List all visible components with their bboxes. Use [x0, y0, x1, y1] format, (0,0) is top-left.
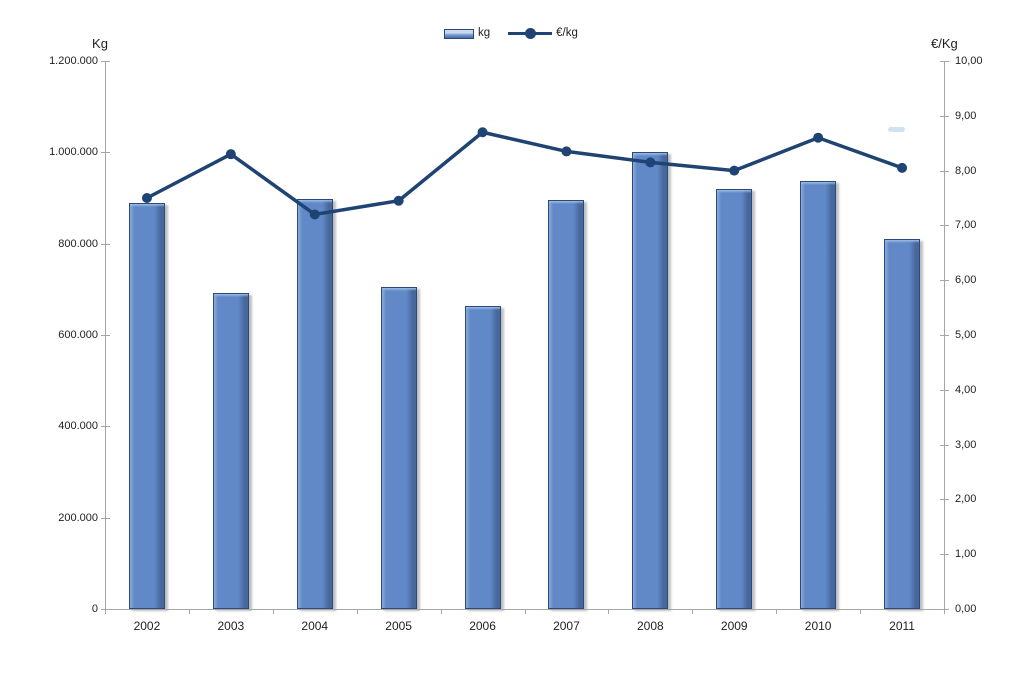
left-axis-tick-label-4: 800.000: [58, 237, 98, 250]
x-axis-label-2009: 2009: [720, 619, 748, 633]
right-axis-tick-5: [940, 335, 949, 336]
bar-2006: [464, 305, 501, 609]
right-axis-tick-label-7: 7,00: [955, 219, 977, 232]
stray-highlight-artifact: [888, 127, 905, 132]
left-axis-tick-label-3: 600.000: [58, 329, 98, 341]
x-axis-label-2011: 2011: [889, 619, 915, 633]
right-axis-tick-6: [940, 280, 949, 282]
right-axis-tick-label-4: 4,00: [955, 383, 977, 396]
x-axis-tick-5: [524, 610, 526, 614]
bar-2004: [296, 199, 333, 609]
x-axis-label-2007: 2007: [553, 619, 580, 633]
bar-2011: [884, 239, 921, 609]
left-axis-title: Kg: [92, 36, 108, 51]
right-axis-tick-label-2: 2,00: [955, 493, 977, 506]
left-axis-tick-label-1: 200.000: [58, 511, 98, 524]
x-axis-tick-1: [188, 610, 190, 614]
line-series-swatch-icon: [508, 28, 553, 39]
bar-2005: [380, 286, 417, 609]
legend-item-eur-per-kg: €/kg: [508, 27, 578, 39]
legend-label-kg: kg: [478, 27, 491, 39]
left-axis-tick-label-2: 400.000: [58, 420, 98, 433]
right-axis-tick-label-8: 8,00: [955, 164, 977, 177]
right-axis-tick-3: [940, 444, 949, 446]
right-axis-tick-4: [940, 389, 949, 391]
bar-2007: [548, 200, 585, 609]
right-axis-tick-label-5: 5,00: [955, 329, 977, 341]
x-axis-label-2003: 2003: [217, 619, 245, 633]
x-axis-label-2002: 2002: [133, 619, 161, 633]
left-axis-tick-label-6: 1.200.000: [49, 55, 98, 67]
x-axis-label-2004: 2004: [301, 619, 329, 633]
bar-series-swatch-icon: [444, 28, 474, 39]
x-axis-tick-6: [608, 610, 610, 614]
x-axis-tick-2: [272, 610, 274, 614]
x-axis-label-2005: 2005: [385, 619, 412, 633]
bar-2010: [800, 181, 837, 609]
right-axis-tick-0: [940, 609, 949, 610]
bar-2003: [212, 292, 249, 609]
left-axis-tick-3: [101, 335, 110, 336]
right-axis-tick-8: [940, 170, 949, 172]
x-axis-tick-10: [944, 610, 945, 614]
x-axis-tick-3: [356, 610, 358, 614]
right-axis-tick-7: [940, 225, 949, 227]
x-axis-label-2006: 2006: [469, 619, 496, 633]
x-axis-label-2010: 2010: [804, 619, 832, 633]
left-axis-tick-6: [101, 61, 110, 62]
right-axis-tick-9: [940, 115, 949, 117]
right-axis-title: €/Kg: [931, 36, 958, 51]
right-axis-tick-10: [940, 61, 949, 62]
right-axis-tick-label-3: 3,00: [955, 438, 977, 451]
x-axis-label-2008: 2008: [636, 619, 664, 633]
legend: kg €/kg: [444, 27, 578, 39]
bar-2002: [128, 203, 165, 609]
bar-2009: [716, 188, 753, 609]
left-axis-tick-2: [101, 426, 110, 428]
right-axis-tick-label-1: 1,00: [955, 548, 977, 561]
left-axis-tick-label-5: 1.000.000: [49, 146, 98, 159]
right-axis-tick-label-0: 0,00: [955, 603, 977, 615]
x-axis-tick-9: [860, 610, 862, 614]
right-axis-tick-label-9: 9,00: [955, 109, 977, 122]
x-axis-tick-8: [776, 610, 778, 614]
left-axis-tick-label-0: 0: [91, 603, 98, 615]
x-axis-tick-0: [105, 610, 106, 614]
left-axis-tick-5: [101, 152, 110, 154]
right-axis-tick-label-6: 6,00: [955, 274, 977, 287]
right-axis-tick-label-10: 10,00: [955, 55, 983, 67]
left-axis-tick-4: [101, 243, 110, 245]
x-axis-line: [105, 609, 945, 610]
legend-item-kg: kg: [444, 27, 491, 39]
right-axis-tick-2: [940, 499, 949, 501]
x-axis-tick-7: [692, 610, 694, 614]
x-axis-tick-4: [440, 610, 442, 614]
bar-2008: [632, 152, 669, 609]
left-axis-tick-0: [101, 609, 110, 610]
line-marker-dot-icon: [525, 28, 537, 39]
legend-label-eur-per-kg: €/kg: [556, 27, 578, 39]
right-axis-tick-1: [940, 554, 949, 556]
left-axis-tick-1: [101, 517, 110, 519]
